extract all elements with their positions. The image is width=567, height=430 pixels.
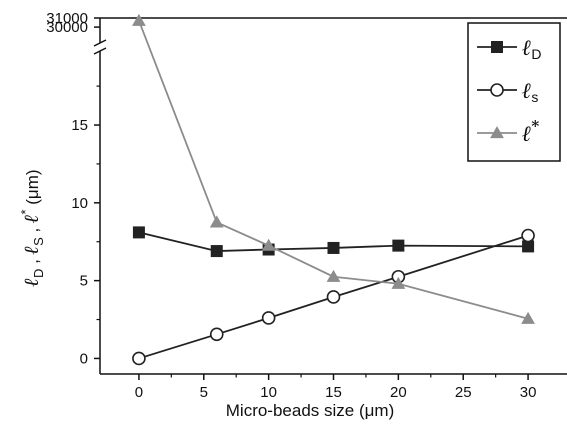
axis-break-mark-1 [93, 39, 107, 47]
series-0 [132, 226, 535, 258]
data-point [209, 215, 224, 228]
legend-box [467, 22, 561, 162]
data-point [209, 327, 224, 342]
y-label-sub-s: S [31, 237, 46, 246]
data-point [132, 351, 146, 366]
y-label-l3: ℓ [19, 215, 43, 224]
x-tick-label: 15 [325, 384, 342, 401]
series-layer [132, 13, 535, 366]
y-label-sep1: , [23, 254, 42, 268]
y-label-l1: ℓ [19, 278, 43, 287]
y-label-sub-d: D [31, 269, 46, 278]
data-point [326, 269, 341, 282]
x-tick-label: 10 [260, 384, 277, 401]
x-tick-label: 25 [455, 384, 472, 401]
y-tick-label: 0 [80, 350, 88, 367]
legend-entry-1: ℓs [477, 78, 538, 105]
legend-entries: ℓD ℓs ℓ* [477, 35, 542, 147]
x-tick-label: 30 [520, 384, 537, 401]
data-point [261, 311, 276, 325]
series-1 [132, 228, 535, 366]
y-upper-tick-label: 30000 [46, 19, 88, 36]
data-point [522, 240, 535, 253]
series-line [138, 231, 529, 252]
series-line [138, 20, 529, 320]
y-label-unit: (μm) [23, 169, 42, 209]
y-tick-label: 5 [80, 273, 88, 290]
data-point [392, 239, 405, 252]
series-line [138, 234, 529, 360]
y-label-l2: ℓ [19, 246, 43, 255]
y-tick-label: 10 [71, 195, 88, 212]
legend-marker [490, 83, 504, 97]
legend: ℓD ℓs ℓ* [467, 22, 561, 162]
y-label-sep2: , [23, 223, 42, 237]
y-label-star: * [18, 209, 33, 214]
legend-label: ℓD [522, 35, 542, 62]
series-2 [132, 13, 535, 324]
data-point [132, 226, 145, 239]
data-point [521, 311, 535, 324]
axis-break-mark-2 [93, 47, 107, 55]
data-point [391, 276, 406, 289]
data-point [521, 228, 535, 243]
x-tick-label: 20 [390, 384, 407, 401]
y-axis-title: ℓD , ℓS , ℓ* (μm) [18, 169, 46, 286]
x-tick-label: 5 [200, 384, 208, 401]
data-point [326, 290, 341, 304]
legend-label: ℓs [522, 78, 538, 105]
legend-entry-0: ℓD [477, 35, 542, 62]
svg-text:ℓD , ℓS , ℓ* (μm): ℓD , ℓS , ℓ* (μm) [18, 169, 46, 286]
data-point [210, 245, 223, 258]
legend-entry-2: ℓ* [477, 117, 539, 147]
y-tick-label: 15 [71, 117, 88, 134]
data-point [261, 238, 276, 251]
legend-label: ℓ* [522, 117, 539, 147]
y-upper-tick-label: 31000 [46, 10, 88, 27]
legend-marker [490, 126, 504, 139]
x-tick-label: 0 [135, 384, 143, 401]
legend-marker [491, 41, 503, 53]
x-axis-title: Micro-beads size (μm) [226, 401, 395, 420]
data-point [132, 13, 146, 26]
data-point [327, 241, 340, 254]
